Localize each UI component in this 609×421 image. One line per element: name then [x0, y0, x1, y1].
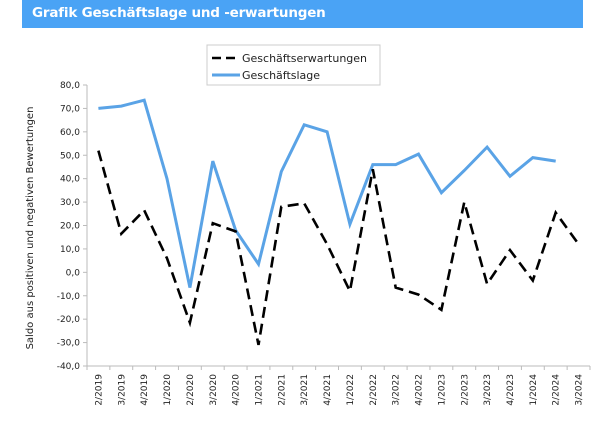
y-tick-label: 10,0: [60, 245, 80, 255]
x-tick-label: 2/2024: [552, 374, 562, 406]
series-line-geschaeftslage: [98, 98, 556, 288]
y-tick-label: -40,0: [57, 362, 81, 372]
x-tick-label: 3/2021: [300, 374, 310, 406]
series-layer: [97, 98, 580, 346]
title-bar: Grafik Geschäftslage und -erwartungen: [22, 0, 583, 28]
x-tick-label: 4/2019: [140, 374, 150, 406]
y-axis-label: Saldo aus positiven und negativen Bewert…: [25, 107, 36, 350]
x-tick-label: 2/2021: [277, 374, 287, 406]
x-tick-label: 1/2023: [437, 374, 447, 406]
y-tick-label: 60,0: [60, 128, 80, 138]
x-tick-label: 2/2023: [460, 374, 470, 406]
x-tick-label: 4/2021: [323, 374, 333, 406]
x-tick-label: 3/2022: [392, 374, 402, 406]
chart-title: Grafik Geschäftslage und -erwartungen: [32, 5, 326, 21]
x-tick-label: 1/2021: [254, 374, 264, 406]
legend-box: [206, 44, 381, 86]
x-tick-label: 1/2022: [346, 374, 356, 406]
y-tick-label: 0,0: [66, 268, 81, 278]
x-tick-label: 4/2022: [415, 374, 425, 406]
x-tick-label: 3/2023: [483, 374, 493, 406]
y-tick-label: -10,0: [57, 292, 81, 302]
y-tick-label: 40,0: [60, 175, 80, 185]
series-line-geschaeftserwartungen: [97, 150, 580, 346]
x-tick-label: 1/2024: [529, 374, 539, 406]
x-tick-label: 2/2020: [186, 374, 196, 406]
legend-label-lage: Geschäftslage: [242, 69, 320, 82]
x-tick-label: 3/2024: [575, 374, 585, 406]
y-tick-label: 50,0: [60, 151, 80, 161]
y-axis: 80,0 70,0 60,0 50,0 40,0 30,0 20,0 10,0 0,0 -10,0…: [57, 81, 88, 372]
legend: Geschäftserwartungen Geschäftslage: [206, 44, 381, 86]
x-axis: 2/2019 3/2019 4/2019 1/2020 2/2020 3/2020 4/20…: [86, 365, 591, 406]
y-tick-label: 20,0: [60, 222, 80, 232]
y-tick-label: 30,0: [60, 198, 80, 208]
y-tick-label: 80,0: [60, 81, 80, 91]
x-tick-label: 2/2019: [94, 374, 104, 406]
y-tick-label: -30,0: [57, 339, 81, 349]
x-tick-label: 4/2023: [506, 374, 516, 406]
x-tick-label: 2/2022: [369, 374, 379, 406]
x-tick-label: 1/2020: [163, 374, 173, 406]
y-tick-label: 70,0: [60, 104, 80, 114]
x-tick-label: 3/2019: [117, 374, 127, 406]
y-tick-label: -20,0: [57, 315, 81, 325]
legend-label-erwartungen: Geschäftserwartungen: [242, 52, 367, 65]
x-tick-label: 4/2020: [232, 374, 242, 406]
x-tick-label: 3/2020: [209, 374, 219, 406]
